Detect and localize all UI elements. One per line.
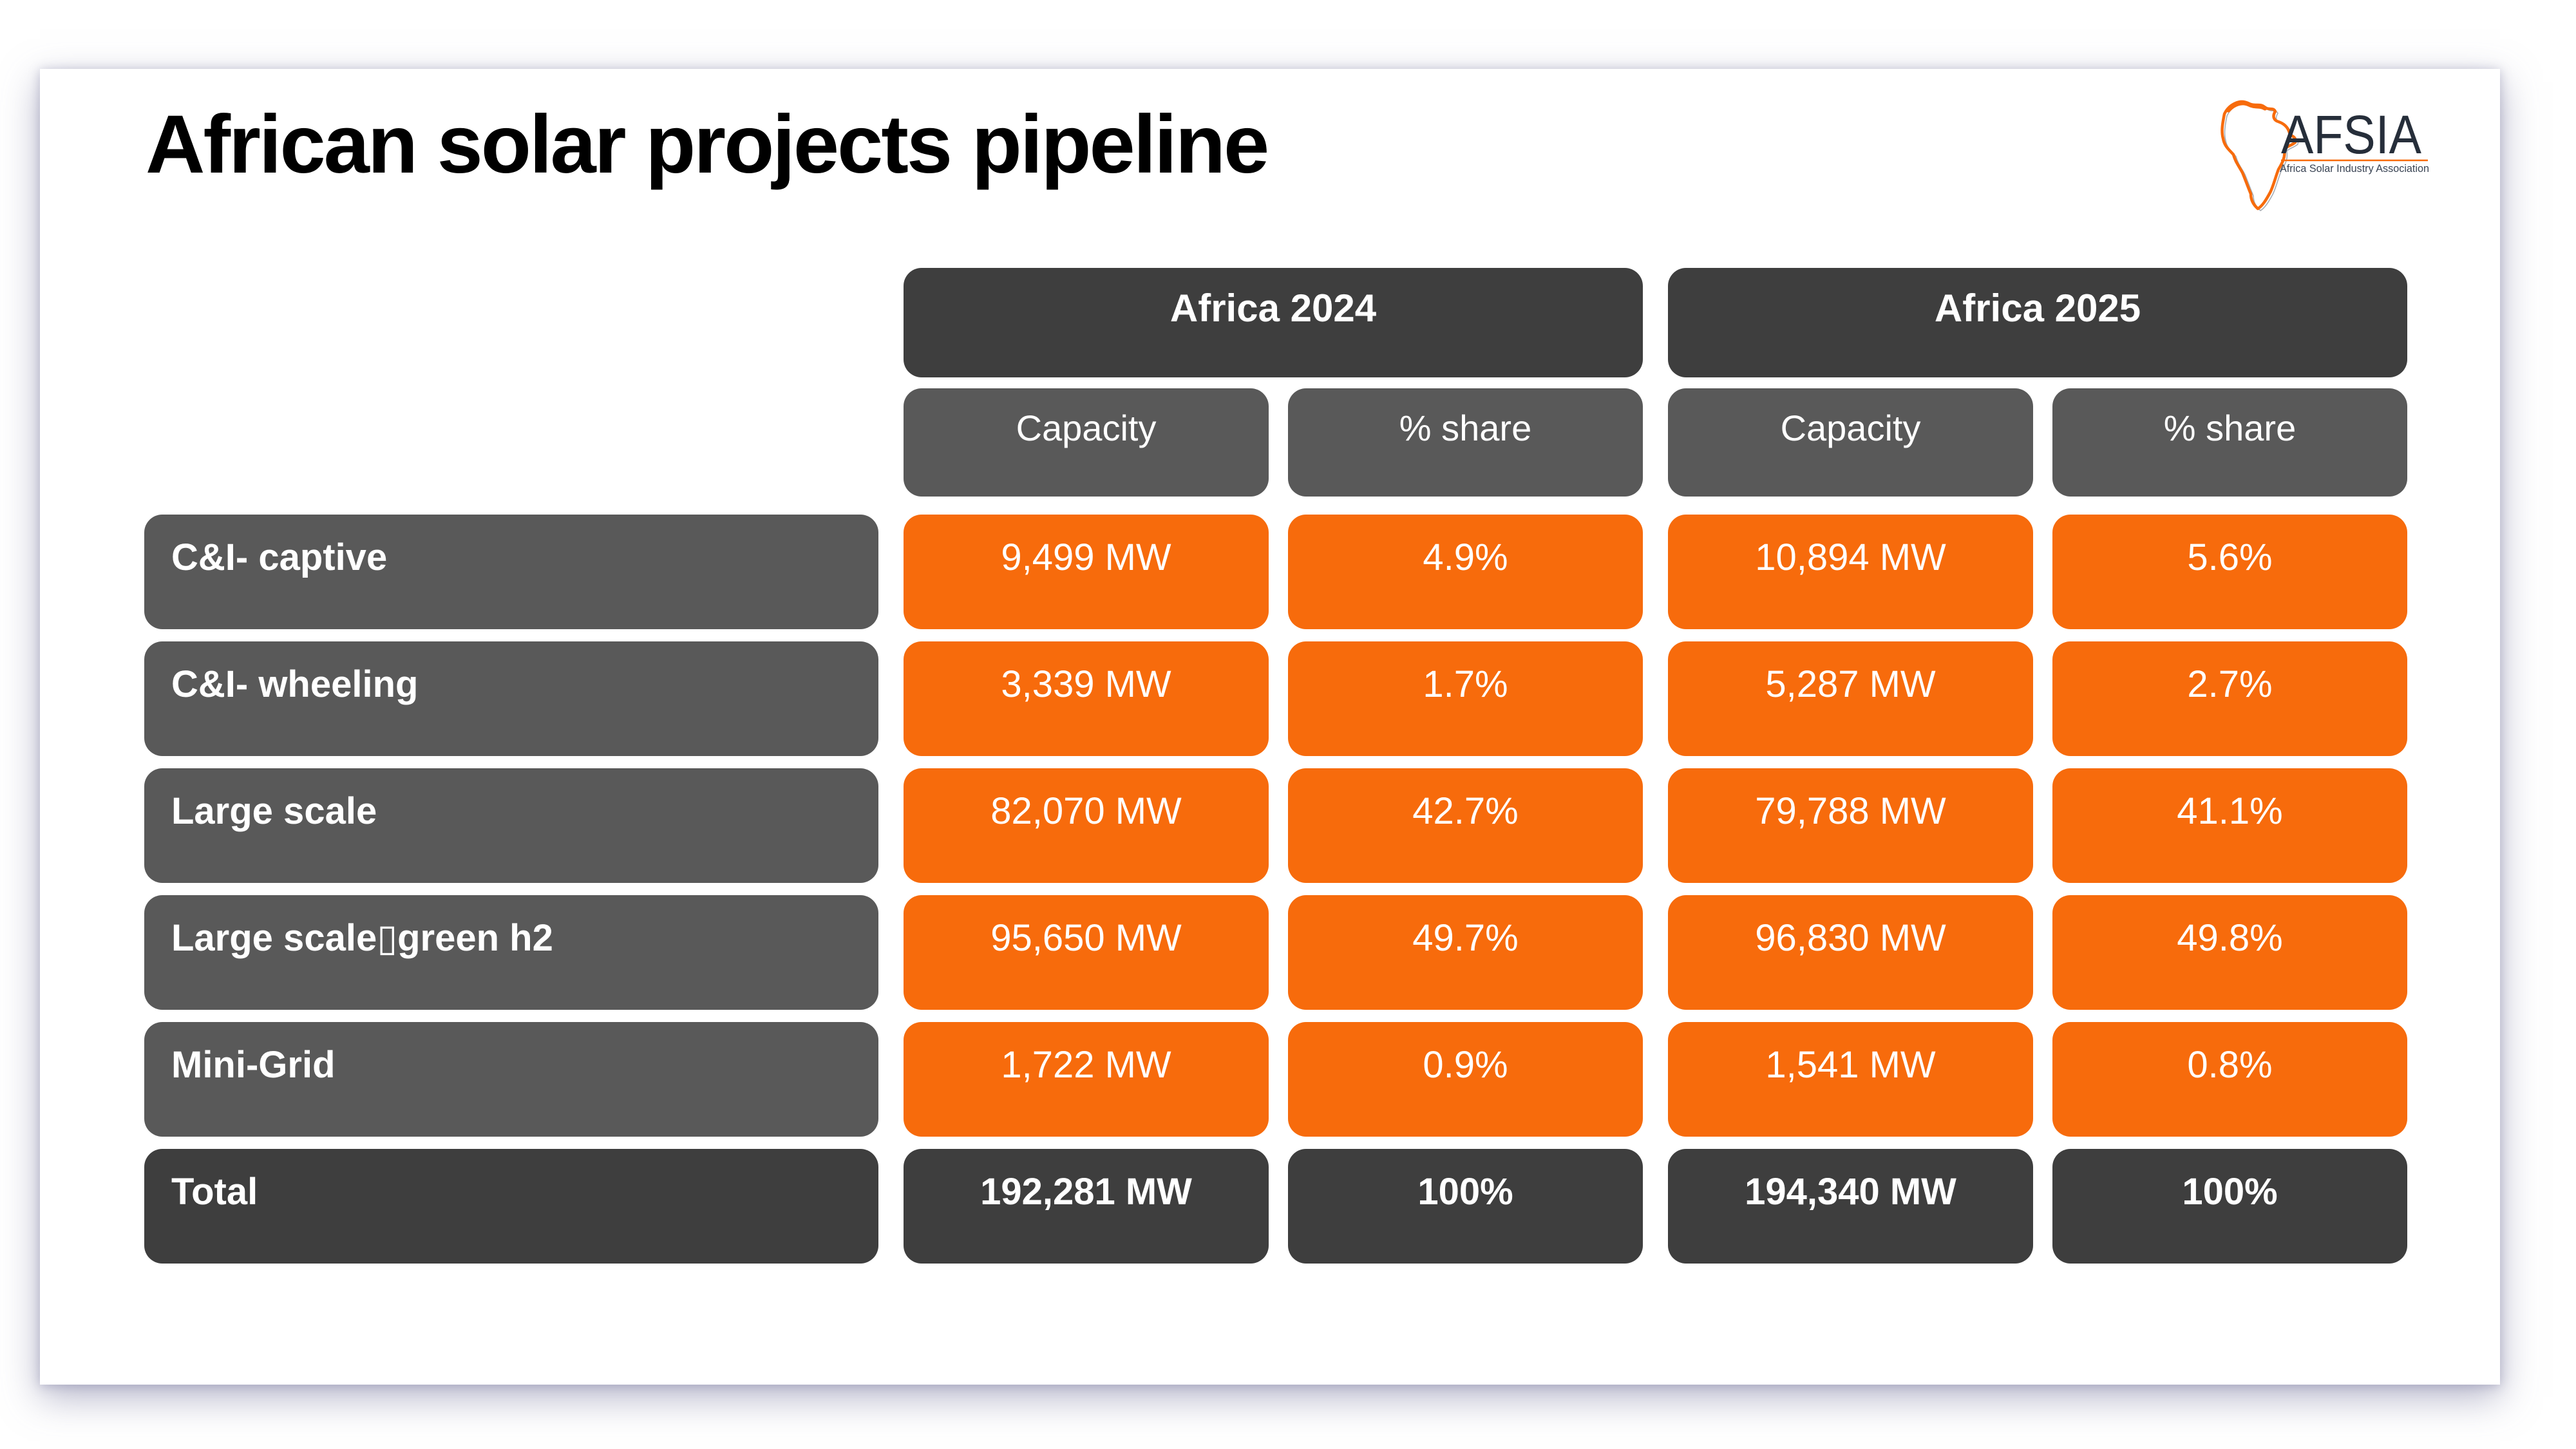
row-label-large-scale: Large scale: [144, 768, 878, 883]
cell-large-scale-2025-capacity: 79,788 MW: [1668, 768, 2033, 883]
row-label-large-scale-green-h2: Large scale▯green h2: [144, 895, 878, 1010]
cell-large-scale-2025-share: 41.1%: [2052, 768, 2407, 883]
africa-map-outline-icon: AFSIA Africa Solar Industry Association: [2221, 100, 2429, 211]
cell-ci-captive-2025-share: 5.6%: [2052, 515, 2407, 629]
row-label-ci-wheeling: C&I- wheeling: [144, 641, 878, 756]
row-label-mini-grid: Mini-Grid: [144, 1022, 878, 1137]
cell-large-scale-2024-share: 42.7%: [1288, 768, 1643, 883]
subheader-capacity-2025: Capacity: [1668, 388, 2033, 497]
subheader-capacity-2024: Capacity: [904, 388, 1269, 497]
subheader-share-2024: % share: [1288, 388, 1643, 497]
cell-total-2025-share: 100%: [2052, 1149, 2407, 1264]
slide-card: African solar projects pipeline AFSIA Af…: [40, 69, 2500, 1385]
cell-ci-wheeling-2024-share: 1.7%: [1288, 641, 1643, 756]
page-title: African solar projects pipeline: [146, 99, 1269, 191]
cell-total-2024-capacity: 192,281 MW: [904, 1149, 1269, 1264]
cell-mini-grid-2025-capacity: 1,541 MW: [1668, 1022, 2033, 1137]
cell-ci-wheeling-2025-capacity: 5,287 MW: [1668, 641, 2033, 756]
cell-ci-captive-2024-share: 4.9%: [1288, 515, 1643, 629]
logo-tagline: Africa Solar Industry Association: [2280, 162, 2429, 175]
column-group-header-africa-2025: Africa 2025: [1668, 268, 2407, 377]
cell-total-2025-capacity: 194,340 MW: [1668, 1149, 2033, 1264]
cell-ci-captive-2025-capacity: 10,894 MW: [1668, 515, 2033, 629]
cell-mini-grid-2024-share: 0.9%: [1288, 1022, 1643, 1137]
row-label-total: Total: [144, 1149, 878, 1264]
row-label-ci-captive: C&I- captive: [144, 515, 878, 629]
afsia-logo: AFSIA Africa Solar Industry Association: [2209, 92, 2436, 218]
cell-large-scale-2024-capacity: 82,070 MW: [904, 768, 1269, 883]
cell-mini-grid-2025-share: 0.8%: [2052, 1022, 2407, 1137]
cell-ci-captive-2024-capacity: 9,499 MW: [904, 515, 1269, 629]
cell-mini-grid-2024-capacity: 1,722 MW: [904, 1022, 1269, 1137]
cell-ci-wheeling-2025-share: 2.7%: [2052, 641, 2407, 756]
cell-total-2024-share: 100%: [1288, 1149, 1643, 1264]
cell-green-h2-2025-capacity: 96,830 MW: [1668, 895, 2033, 1010]
cell-ci-wheeling-2024-capacity: 3,339 MW: [904, 641, 1269, 756]
cell-green-h2-2024-share: 49.7%: [1288, 895, 1643, 1010]
cell-green-h2-2025-share: 49.8%: [2052, 895, 2407, 1010]
subheader-share-2025: % share: [2052, 388, 2407, 497]
column-group-header-africa-2024: Africa 2024: [904, 268, 1643, 377]
cell-green-h2-2024-capacity: 95,650 MW: [904, 895, 1269, 1010]
pipeline-table: Africa 2024 Africa 2025 Capacity % share…: [144, 268, 2407, 1264]
logo-acronym: AFSIA: [2281, 104, 2421, 165]
